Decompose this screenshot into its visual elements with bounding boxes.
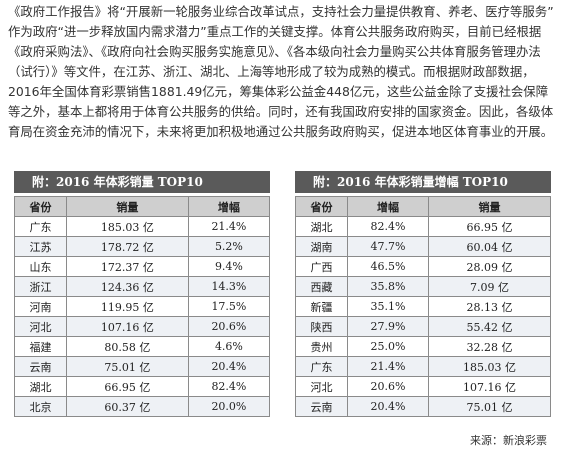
- row: 河北 107.16 亿 20.6%: [14, 316, 271, 337]
- table: 附：2016 年体彩销量 TOP10 省份 销量 增幅 广东 185.03 亿 21.4%…: [14, 171, 271, 417]
- header-cell: 销量: [65, 196, 189, 217]
- cell: 山东: [14, 256, 67, 277]
- cell: 5.2%: [187, 236, 271, 257]
- cell: 119.95 亿: [65, 296, 189, 317]
- cell: 172.37 亿: [65, 256, 189, 277]
- header-row: 省份 销量 增幅: [14, 196, 271, 217]
- cell: 4.6%: [187, 336, 271, 357]
- table-title: 附：2016 年体彩销量增幅 TOP10: [295, 171, 551, 193]
- cell: 47.7%: [346, 236, 430, 257]
- row: 北京 60.37 亿 20.0%: [14, 396, 271, 417]
- cell: 35.1%: [346, 296, 430, 317]
- cell: 82.4%: [187, 376, 271, 397]
- cell: 46.5%: [346, 256, 430, 277]
- cell: 云南: [295, 396, 348, 417]
- cell: 河南: [14, 296, 67, 317]
- cell: 27.9%: [346, 316, 430, 337]
- cell: 66.95 亿: [65, 376, 189, 397]
- row: 河北 20.6% 107.16 亿: [295, 376, 551, 397]
- cell: 25.0%: [346, 336, 430, 357]
- cell: 北京: [14, 396, 67, 417]
- cell: 107.16 亿: [428, 376, 551, 397]
- cell: 20.6%: [187, 316, 271, 337]
- cell: 江苏: [14, 236, 67, 257]
- header-cell: 销量: [428, 196, 551, 217]
- cell: 21.4%: [346, 356, 430, 377]
- cell: 陕西: [295, 316, 348, 337]
- cell: 66.95 亿: [428, 216, 551, 237]
- table-grid: 省份 增幅 销量 湖北 82.4% 66.95 亿湖南 47.7% 60.04 亿广西 46.5…: [295, 196, 551, 417]
- cell: 178.72 亿: [65, 236, 189, 257]
- cell: 湖北: [295, 216, 348, 237]
- source: 来源：新浪彩票: [470, 434, 547, 447]
- row: 陕西 27.9% 55.42 亿: [295, 316, 551, 337]
- cell: 20.4%: [346, 396, 430, 417]
- cell: 9.4%: [187, 256, 271, 277]
- cell: 124.36 亿: [65, 276, 189, 297]
- cell: 20.4%: [187, 356, 271, 377]
- cell: 32.28 亿: [428, 336, 551, 357]
- row: 云南 20.4% 75.01 亿: [295, 396, 551, 417]
- cell: 82.4%: [346, 216, 430, 237]
- cell: 河北: [14, 316, 67, 337]
- header-cell: 省份: [295, 196, 348, 217]
- row: 广东 185.03 亿 21.4%: [14, 216, 271, 237]
- row: 湖南 47.7% 60.04 亿: [295, 236, 551, 257]
- paragraph: 《政府工作报告》将“开展新一轮服务业综合改革试点，支持社会力量提供教育、养老、医…: [8, 4, 554, 139]
- cell: 贵州: [295, 336, 348, 357]
- cell: 60.04 亿: [428, 236, 551, 257]
- row: 河南 119.95 亿 17.5%: [14, 296, 271, 317]
- row: 湖北 66.95 亿 82.4%: [14, 376, 271, 397]
- cell: 新疆: [295, 296, 348, 317]
- cell: 14.3%: [187, 276, 271, 297]
- row: 浙江 124.36 亿 14.3%: [14, 276, 271, 297]
- table-grid: 省份 销量 增幅 广东 185.03 亿 21.4% 江苏 178.72 亿 5.2% 山东 172…: [14, 196, 271, 417]
- header-cell: 增幅: [346, 196, 430, 217]
- header-row: 省份 增幅 销量: [295, 196, 551, 217]
- cell: 20.0%: [187, 396, 271, 417]
- cell: 28.13 亿: [428, 296, 551, 317]
- cell: 107.16 亿: [65, 316, 189, 337]
- cell: 广西: [295, 256, 348, 277]
- row: 江苏 178.72 亿 5.2%: [14, 236, 271, 257]
- cell: 广东: [295, 356, 348, 377]
- row: 广东 21.4% 185.03 亿: [295, 356, 551, 377]
- cell: 云南: [14, 356, 67, 377]
- cell: 75.01 亿: [428, 396, 551, 417]
- row: 云南 75.01 亿 20.4%: [14, 356, 271, 377]
- row: 广西 46.5% 28.09 亿: [295, 256, 551, 277]
- cell: 湖北: [14, 376, 67, 397]
- cell: 185.03 亿: [428, 356, 551, 377]
- cell: 21.4%: [187, 216, 271, 237]
- cell: 185.03 亿: [65, 216, 189, 237]
- cell: 福建: [14, 336, 67, 357]
- cell: 河北: [295, 376, 348, 397]
- cell: 西藏: [295, 276, 348, 297]
- cell: 60.37 亿: [65, 396, 189, 417]
- cell: 35.8%: [346, 276, 430, 297]
- cell: 湖南: [295, 236, 348, 257]
- cell: 广东: [14, 216, 67, 237]
- row: 福建 80.58 亿 4.6%: [14, 336, 271, 357]
- row: 贵州 25.0% 32.28 亿: [295, 336, 551, 357]
- cell: 20.6%: [346, 376, 430, 397]
- cell: 17.5%: [187, 296, 271, 317]
- cell: 75.01 亿: [65, 356, 189, 377]
- table: 附：2016 年体彩销量增幅 TOP10 省份 增幅 销量 湖北 82.4% 66.95 …: [295, 171, 551, 417]
- row: 山东 172.37 亿 9.4%: [14, 256, 271, 277]
- row: 西藏 35.8% 7.09 亿: [295, 276, 551, 297]
- row: 湖北 82.4% 66.95 亿: [295, 216, 551, 237]
- cell: 7.09 亿: [428, 276, 551, 297]
- row: 新疆 35.1% 28.13 亿: [295, 296, 551, 317]
- cell: 55.42 亿: [428, 316, 551, 337]
- header-cell: 省份: [14, 196, 67, 217]
- cell: 浙江: [14, 276, 67, 297]
- header-cell: 增幅: [187, 196, 271, 217]
- table-title: 附：2016 年体彩销量 TOP10: [14, 171, 270, 193]
- cell: 28.09 亿: [428, 256, 551, 277]
- cell: 80.58 亿: [65, 336, 189, 357]
